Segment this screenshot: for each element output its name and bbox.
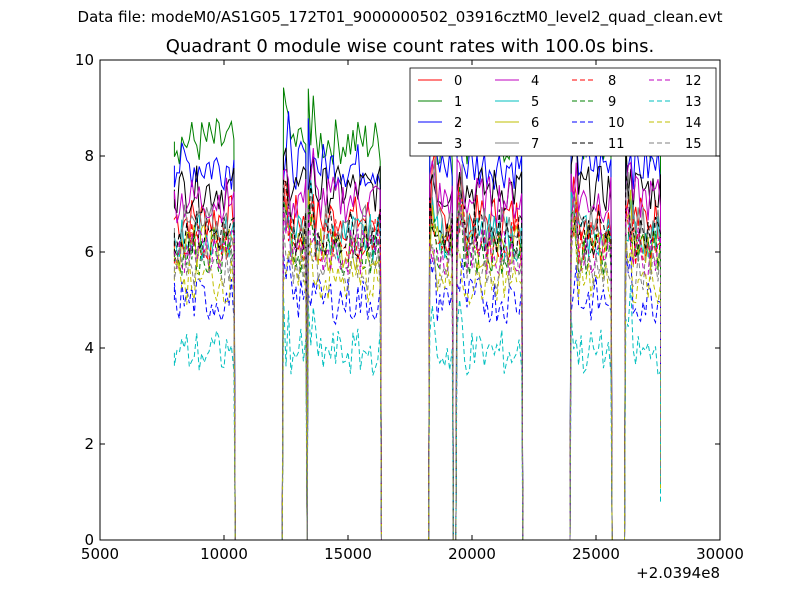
series-line-13 <box>173 284 661 540</box>
series-line-6 <box>173 189 661 540</box>
legend-label-8: 8 <box>608 74 616 89</box>
series-line-10 <box>173 250 661 540</box>
x-tick-label: 10000 <box>200 545 248 563</box>
x-tick-label: 20000 <box>448 545 496 563</box>
series-line-8 <box>173 180 661 540</box>
x-tick-label: 25000 <box>572 545 620 563</box>
legend-label-2: 2 <box>454 116 462 131</box>
legend-label-6: 6 <box>531 116 539 131</box>
chart-title: Quadrant 0 module wise count rates with … <box>165 36 655 57</box>
series-line-0 <box>173 151 661 540</box>
series-line-11 <box>173 174 661 540</box>
series-line-3 <box>173 135 661 540</box>
legend-label-12: 12 <box>685 74 702 89</box>
series-line-7 <box>173 158 661 540</box>
legend-label-11: 11 <box>608 137 625 152</box>
legend-label-15: 15 <box>685 137 702 152</box>
series-line-9 <box>173 186 661 540</box>
legend-label-14: 14 <box>685 116 702 131</box>
series-line-12 <box>173 191 661 540</box>
y-tick-label: 10 <box>75 51 94 69</box>
series-line-4 <box>173 148 661 540</box>
series-line-5 <box>173 180 661 540</box>
x-tick-label: 15000 <box>324 545 372 563</box>
legend-label-1: 1 <box>454 95 462 110</box>
legend-label-4: 4 <box>531 74 539 89</box>
figure-suptitle: Data file: modeM0/AS1G05_172T01_90000005… <box>77 8 723 26</box>
x-tick-label: 30000 <box>696 545 744 563</box>
x-tick-label: 5000 <box>81 545 119 563</box>
legend-box <box>409 67 717 157</box>
y-tick-label: 4 <box>84 339 94 357</box>
legend-label-7: 7 <box>531 137 539 152</box>
legend-label-3: 3 <box>454 137 462 152</box>
plot-area-frame <box>99 59 721 541</box>
legend-label-10: 10 <box>608 116 625 131</box>
y-tick-label: 0 <box>84 531 94 549</box>
y-tick-label: 2 <box>84 435 94 453</box>
axis-layer: 5000 10000 15000 20000 25000 300000246810+2.0… <box>75 51 744 582</box>
y-tick-label: 8 <box>84 147 94 165</box>
series-line-15 <box>173 205 661 540</box>
x-offset-label: +2.0394e8 <box>636 564 720 582</box>
series-line-14 <box>173 215 661 540</box>
y-tick-label: 6 <box>84 243 94 261</box>
legend-label-13: 13 <box>685 95 702 110</box>
legend-label-0: 0 <box>454 74 462 89</box>
legend-label-5: 5 <box>531 95 539 110</box>
legend-label-9: 9 <box>608 95 616 110</box>
